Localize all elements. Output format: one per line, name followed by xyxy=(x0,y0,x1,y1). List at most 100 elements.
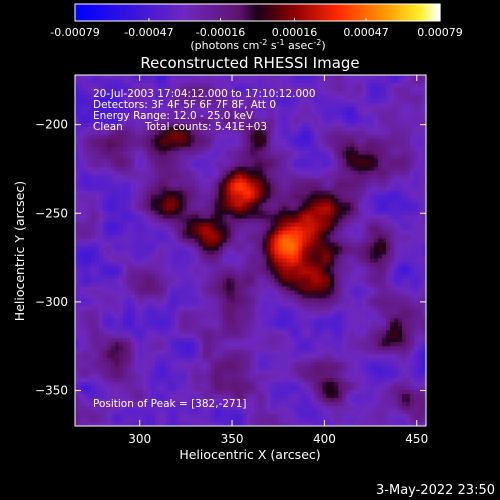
heatmap-pixel xyxy=(122,214,128,219)
heatmap-pixel xyxy=(302,82,307,88)
heatmap-pixel xyxy=(162,226,168,231)
heatmap-pixel xyxy=(258,222,263,227)
heatmap-pixel xyxy=(370,86,375,92)
heatmap-pixel xyxy=(266,86,271,92)
heatmap-pixel xyxy=(402,210,407,215)
heatmap-pixel xyxy=(250,182,255,188)
heatmap-pixel xyxy=(310,150,315,156)
heatmap-pixel xyxy=(346,190,351,196)
heatmap-pixel xyxy=(142,150,148,156)
heatmap-pixel xyxy=(86,102,92,108)
heatmap-pixel xyxy=(222,286,227,291)
heatmap-pixel xyxy=(230,238,235,243)
heatmap-pixel xyxy=(370,106,375,112)
heatmap-pixel xyxy=(234,234,239,239)
heatmap-pixel xyxy=(294,75,299,80)
heatmap-pixel xyxy=(282,214,287,219)
heatmap-pixel xyxy=(170,190,176,196)
heatmap-pixel xyxy=(150,86,156,92)
heatmap-pixel xyxy=(374,134,379,140)
heatmap-pixel xyxy=(122,122,128,128)
heatmap-pixel xyxy=(354,182,359,188)
heatmap-pixel xyxy=(166,226,172,231)
heatmap-pixel xyxy=(354,178,359,184)
heatmap-pixel xyxy=(190,142,196,148)
heatmap-pixel xyxy=(114,290,120,295)
heatmap-pixel xyxy=(154,170,160,176)
colorbar-cell xyxy=(367,4,371,21)
heatmap-pixel xyxy=(366,94,371,100)
heatmap-pixel xyxy=(178,106,184,112)
heatmap-pixel xyxy=(86,134,92,140)
heatmap-pixel xyxy=(326,126,331,132)
heatmap-pixel xyxy=(98,166,104,172)
colorbar-cell xyxy=(307,4,311,21)
heatmap-pixel xyxy=(214,106,219,112)
heatmap-pixel xyxy=(210,78,215,84)
heatmap-pixel xyxy=(286,106,291,112)
heatmap-pixel xyxy=(410,190,415,196)
heatmap-pixel xyxy=(206,194,212,200)
heatmap-pixel xyxy=(226,130,231,136)
heatmap-pixel xyxy=(330,254,335,259)
heatmap-pixel xyxy=(210,174,215,180)
heatmap-pixel xyxy=(134,266,140,271)
heatmap-pixel xyxy=(222,130,227,136)
heatmap-pixel xyxy=(362,246,367,251)
heatmap-pixel xyxy=(166,206,172,212)
heatmap-pixel xyxy=(358,274,363,279)
heatmap-pixel xyxy=(194,206,200,212)
heatmap-pixel xyxy=(262,82,267,88)
heatmap-pixel xyxy=(178,186,184,192)
heatmap-pixel xyxy=(314,230,319,235)
heatmap-pixel xyxy=(290,186,295,192)
heatmap-pixel xyxy=(334,134,339,140)
heatmap-pixel xyxy=(270,238,275,243)
heatmap-pixel xyxy=(278,174,283,180)
heatmap-pixel xyxy=(354,282,359,287)
heatmap-pixel xyxy=(350,202,355,208)
heatmap-pixel xyxy=(326,102,331,108)
heatmap-pixel xyxy=(106,134,112,140)
heatmap-pixel xyxy=(374,210,379,215)
heatmap-pixel xyxy=(286,258,291,263)
heatmap-pixel xyxy=(178,94,184,100)
heatmap-pixel xyxy=(174,274,180,279)
heatmap-pixel xyxy=(266,178,271,184)
colorbar-cell xyxy=(437,4,441,21)
heatmap-pixel xyxy=(174,86,180,92)
heatmap-pixel xyxy=(414,142,419,148)
heatmap-pixel xyxy=(222,162,227,168)
heatmap-pixel xyxy=(138,166,144,172)
heatmap-pixel xyxy=(110,122,116,128)
heatmap-pixel xyxy=(366,138,371,144)
heatmap-pixel xyxy=(266,158,271,164)
heatmap-pixel xyxy=(290,250,295,255)
heatmap-pixel xyxy=(242,178,247,184)
heatmap-pixel xyxy=(274,238,279,243)
heatmap-pixel xyxy=(334,82,339,88)
heatmap-pixel xyxy=(374,254,379,259)
heatmap-pixel xyxy=(154,274,160,279)
heatmap-pixel xyxy=(202,234,208,239)
heatmap-pixel xyxy=(206,270,212,275)
heatmap-pixel xyxy=(218,210,223,215)
heatmap-pixel xyxy=(134,286,140,291)
heatmap-pixel xyxy=(326,86,331,92)
heatmap-pixel xyxy=(90,286,96,291)
heatmap-pixel xyxy=(306,234,311,239)
colorbar-cell xyxy=(115,4,119,21)
heatmap-pixel xyxy=(238,202,243,208)
heatmap-pixel xyxy=(350,170,355,176)
heatmap-pixel xyxy=(374,118,379,124)
heatmap-pixel xyxy=(306,242,311,247)
heatmap-pixel xyxy=(410,286,415,291)
heatmap-pixel xyxy=(158,194,164,200)
heatmap-pixel xyxy=(414,230,419,235)
heatmap-pixel xyxy=(394,186,399,192)
heatmap-pixel xyxy=(378,126,383,132)
heatmap-pixel xyxy=(326,98,331,104)
heatmap-pixel xyxy=(410,218,415,223)
heatmap-pixel xyxy=(102,206,108,212)
heatmap-pixel xyxy=(298,274,303,279)
